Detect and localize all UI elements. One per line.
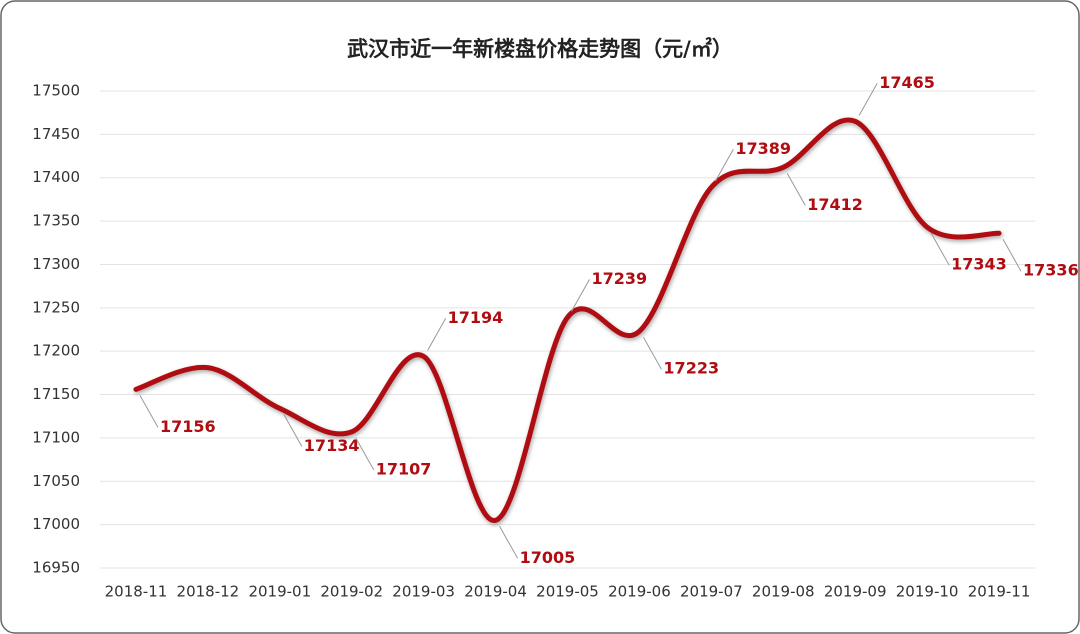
x-tick-label: 2018-11 [105,583,168,601]
x-tick-label: 2019-07 [680,583,743,601]
y-tick-label: 16950 [32,559,80,577]
data-label: 17343 [951,255,1007,274]
x-tick-label: 2019-11 [968,583,1031,601]
x-tick-label: 2019-09 [824,583,887,601]
x-tick-label: 2019-08 [752,583,815,601]
y-tick-label: 17250 [32,298,80,316]
data-label: 17239 [592,269,648,288]
data-label: 17005 [520,548,576,567]
line [133,117,1002,523]
y-tick-label: 17350 [32,212,80,230]
y-tick-label: 17500 [32,82,80,100]
leader-line [786,173,806,206]
y-tick-label: 17000 [32,515,80,533]
y-tick-label: 17400 [32,168,80,186]
data-label: 17412 [807,195,863,214]
leader-line [930,232,950,266]
leader-line [499,526,519,559]
x-tick-label: 2019-05 [536,583,599,601]
data-label: 17465 [879,73,935,92]
leader-line [1002,238,1022,272]
leader-line [139,395,159,428]
data-label: 17223 [663,359,719,378]
leader-line [642,336,662,370]
leader-line [355,437,375,471]
y-tick-label: 17150 [32,385,80,403]
x-tick-label: 2019-04 [464,583,527,601]
x-tick-label: 2019-01 [248,583,311,601]
leader-line [427,318,447,351]
data-label: 17156 [160,417,216,436]
data-label: 17336 [1023,261,1079,280]
leader-line [571,279,590,312]
data-label: 17194 [448,308,504,327]
y-tick-label: 17050 [32,472,80,490]
x-tick-label: 2019-03 [392,583,455,601]
x-tick-label: 2019-06 [608,583,671,601]
data-label: 17389 [735,139,791,158]
leader-line [283,414,303,447]
y-tick-label: 17100 [32,428,80,446]
leader-line [714,149,734,182]
data-label: 17134 [304,436,360,455]
x-tick-label: 2019-10 [896,583,959,601]
y-tick-label: 17300 [32,255,80,273]
x-tick-label: 2018-12 [177,583,240,601]
x-tick-label: 2019-02 [320,583,383,601]
y-tick-label: 17450 [32,125,80,143]
leader-line [858,83,878,116]
data-label: 17107 [376,459,432,478]
chart-title: 武汉市近一年新楼盘价格走势图（元/㎡） [347,37,733,61]
y-tick-label: 17200 [32,342,80,360]
